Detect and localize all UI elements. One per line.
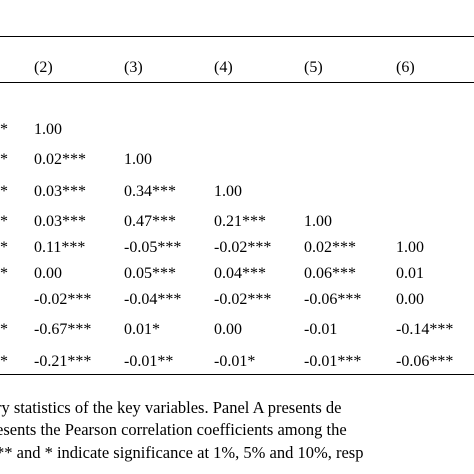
table-cell: -0.01	[304, 321, 338, 338]
table-cell: 0.04***	[214, 265, 266, 282]
table-cell: 0.01*	[124, 321, 160, 338]
table-cell: -0.06***	[396, 353, 454, 370]
table-cell: 0.02***	[34, 151, 86, 168]
table-cell: -0.02***	[214, 291, 272, 308]
table-cell: -0.02***	[214, 239, 272, 256]
table-cell: 0.00	[214, 321, 242, 338]
table-cell: 0.47***	[124, 213, 176, 230]
table-bottom-rule	[0, 374, 474, 375]
row-label-fragment: *	[0, 183, 8, 200]
table-cell: -0.04***	[124, 291, 182, 308]
header-col-6: (6)	[396, 59, 415, 76]
row-label-fragment: *	[0, 265, 8, 282]
table-cell: -0.01***	[304, 353, 362, 370]
caption-line-1: ry statistics of the key variables. Pane…	[0, 398, 342, 417]
table-cell: 0.11***	[34, 239, 86, 256]
caption-line-2: esents the Pearson correlation coefficie…	[0, 420, 347, 439]
table-cell: 1.00	[124, 151, 152, 168]
row-label-fragment: *	[0, 121, 8, 138]
table-cell: -0.21***	[34, 353, 92, 370]
caption-line-3: ** and * indicate significance at 1%, 5%…	[0, 443, 364, 462]
table-cell: -0.02***	[34, 291, 92, 308]
table-cell: -0.14***	[396, 321, 454, 338]
table-cell: 0.06***	[304, 265, 356, 282]
table-cell: -0.01**	[124, 353, 174, 370]
table-cell: 0.00	[34, 265, 62, 282]
header-col-4: (4)	[214, 59, 233, 76]
row-label-fragment: *	[0, 321, 8, 338]
row-label-fragment: *	[0, 353, 8, 370]
table-cell: 1.00	[304, 213, 332, 230]
table-cell: 0.21***	[214, 213, 266, 230]
row-label-fragment: *	[0, 213, 8, 230]
table-cell: -0.06***	[304, 291, 362, 308]
table-cell: 1.00	[34, 121, 62, 138]
table-top-rule	[0, 36, 474, 37]
table-cell: 1.00	[214, 183, 242, 200]
table-cell: 0.01	[396, 265, 424, 282]
table-cell: -0.01*	[214, 353, 256, 370]
table-cell: -0.05***	[124, 239, 182, 256]
header-col-5: (5)	[304, 59, 323, 76]
table-cell: 0.03***	[34, 213, 86, 230]
header-col-3: (3)	[124, 59, 143, 76]
row-label-fragment: *	[0, 151, 8, 168]
table-header-rule	[0, 82, 474, 83]
table-cell: 1.00	[396, 239, 424, 256]
row-label-fragment: *	[0, 239, 8, 256]
header-col-2: (2)	[34, 59, 53, 76]
table-cell: 0.34***	[124, 183, 176, 200]
table-cell: 0.00	[396, 291, 424, 308]
table-cell: 0.02***	[304, 239, 356, 256]
table-cell: 0.05***	[124, 265, 176, 282]
table-cell: 0.03***	[34, 183, 86, 200]
table-cell: -0.67***	[34, 321, 92, 338]
